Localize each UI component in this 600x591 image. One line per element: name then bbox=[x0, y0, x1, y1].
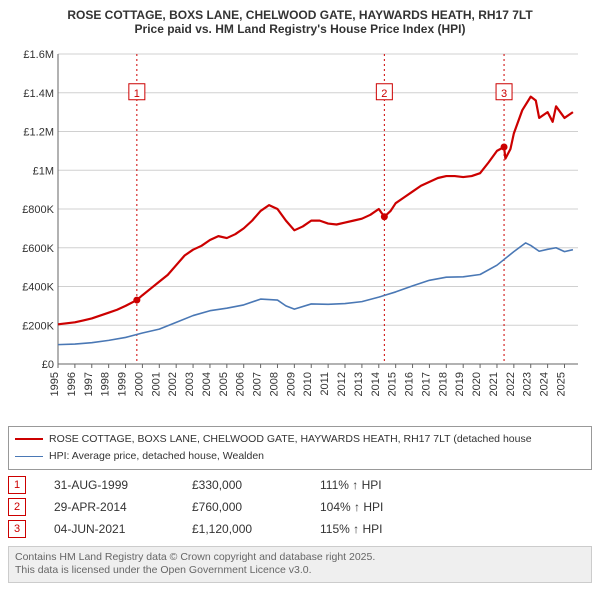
svg-text:2025: 2025 bbox=[555, 372, 567, 396]
svg-text:2016: 2016 bbox=[404, 372, 416, 396]
svg-text:2013: 2013 bbox=[353, 372, 365, 396]
marker-hpi: 111% ↑ HPI bbox=[320, 478, 382, 492]
marker-number-box: 2 bbox=[8, 498, 26, 516]
legend-label: HPI: Average price, detached house, Weal… bbox=[49, 448, 264, 465]
marker-table: 1 31-AUG-1999 £330,000 111% ↑ HPI 2 29-APR-20… bbox=[8, 474, 592, 540]
svg-text:2000: 2000 bbox=[133, 372, 145, 396]
marker-row: 1 31-AUG-1999 £330,000 111% ↑ HPI bbox=[8, 474, 592, 496]
svg-text:£800K: £800K bbox=[22, 204, 54, 216]
marker-date: 04-JUN-2021 bbox=[54, 522, 164, 536]
svg-text:2011: 2011 bbox=[319, 372, 331, 396]
svg-text:2018: 2018 bbox=[437, 372, 449, 396]
svg-text:2005: 2005 bbox=[218, 372, 230, 396]
svg-text:2019: 2019 bbox=[454, 372, 466, 396]
marker-date: 31-AUG-1999 bbox=[54, 478, 164, 492]
svg-text:£0: £0 bbox=[42, 359, 54, 371]
legend-item: ROSE COTTAGE, BOXS LANE, CHELWOOD GATE, … bbox=[15, 431, 585, 448]
svg-text:£200K: £200K bbox=[22, 320, 54, 332]
marker-row: 2 29-APR-2014 £760,000 104% ↑ HPI bbox=[8, 496, 592, 518]
svg-text:£600K: £600K bbox=[22, 243, 54, 255]
legend-swatch bbox=[15, 438, 43, 440]
footer-line-1: Contains HM Land Registry data © Crown c… bbox=[15, 551, 585, 565]
svg-text:1: 1 bbox=[134, 88, 140, 100]
chart-title-block: ROSE COTTAGE, BOXS LANE, CHELWOOD GATE, … bbox=[8, 8, 592, 36]
svg-text:2004: 2004 bbox=[201, 372, 213, 396]
marker-hpi: 115% ↑ HPI bbox=[320, 522, 382, 536]
svg-text:1999: 1999 bbox=[117, 372, 129, 396]
marker-price: £330,000 bbox=[192, 478, 292, 492]
svg-text:2020: 2020 bbox=[471, 372, 483, 396]
chart-legend: ROSE COTTAGE, BOXS LANE, CHELWOOD GATE, … bbox=[8, 426, 592, 470]
legend-item: HPI: Average price, detached house, Weal… bbox=[15, 448, 585, 465]
svg-text:2022: 2022 bbox=[505, 372, 517, 396]
svg-text:2008: 2008 bbox=[268, 372, 280, 396]
svg-text:2012: 2012 bbox=[336, 372, 348, 396]
legend-label: ROSE COTTAGE, BOXS LANE, CHELWOOD GATE, … bbox=[49, 431, 532, 448]
svg-text:2023: 2023 bbox=[522, 372, 534, 396]
svg-text:2001: 2001 bbox=[150, 372, 162, 396]
svg-text:2003: 2003 bbox=[184, 372, 196, 396]
marker-hpi: 104% ↑ HPI bbox=[320, 500, 383, 514]
svg-text:£400K: £400K bbox=[22, 282, 54, 294]
svg-text:2006: 2006 bbox=[235, 372, 247, 396]
legend-swatch bbox=[15, 456, 43, 457]
license-footer: Contains HM Land Registry data © Crown c… bbox=[8, 546, 592, 583]
svg-text:2015: 2015 bbox=[387, 372, 399, 396]
svg-text:1998: 1998 bbox=[100, 372, 112, 396]
svg-text:2009: 2009 bbox=[285, 372, 297, 396]
svg-text:3: 3 bbox=[501, 88, 507, 100]
svg-text:1995: 1995 bbox=[49, 372, 61, 396]
footer-line-2: This data is licensed under the Open Gov… bbox=[15, 564, 585, 578]
svg-text:2024: 2024 bbox=[539, 372, 551, 396]
svg-text:2014: 2014 bbox=[370, 372, 382, 396]
marker-price: £1,120,000 bbox=[192, 522, 292, 536]
svg-text:£1.2M: £1.2M bbox=[23, 127, 54, 139]
svg-text:£1.4M: £1.4M bbox=[23, 88, 54, 100]
price-chart: £0 £200K £400K £600K £800K £1M £1.2M £1.4M £1.6M… bbox=[8, 44, 588, 424]
marker-number-box: 1 bbox=[8, 476, 26, 494]
svg-text:2010: 2010 bbox=[302, 372, 314, 396]
title-line-1: ROSE COTTAGE, BOXS LANE, CHELWOOD GATE, … bbox=[8, 8, 592, 22]
svg-text:2017: 2017 bbox=[420, 372, 432, 396]
marker-date: 29-APR-2014 bbox=[54, 500, 164, 514]
marker-number-box: 3 bbox=[8, 520, 26, 538]
svg-text:2021: 2021 bbox=[488, 372, 500, 396]
svg-text:£1M: £1M bbox=[33, 165, 54, 177]
svg-text:£1.6M: £1.6M bbox=[23, 49, 54, 61]
svg-text:1997: 1997 bbox=[83, 372, 95, 396]
chart-container: £0 £200K £400K £600K £800K £1M £1.2M £1.4M £1.6M… bbox=[8, 44, 588, 424]
svg-text:1996: 1996 bbox=[66, 372, 78, 396]
marker-row: 3 04-JUN-2021 £1,120,000 115% ↑ HPI bbox=[8, 518, 592, 540]
svg-text:2: 2 bbox=[381, 88, 387, 100]
svg-text:2002: 2002 bbox=[167, 372, 179, 396]
svg-text:2007: 2007 bbox=[252, 372, 264, 396]
title-line-2: Price paid vs. HM Land Registry's House … bbox=[8, 22, 592, 36]
marker-price: £760,000 bbox=[192, 500, 292, 514]
